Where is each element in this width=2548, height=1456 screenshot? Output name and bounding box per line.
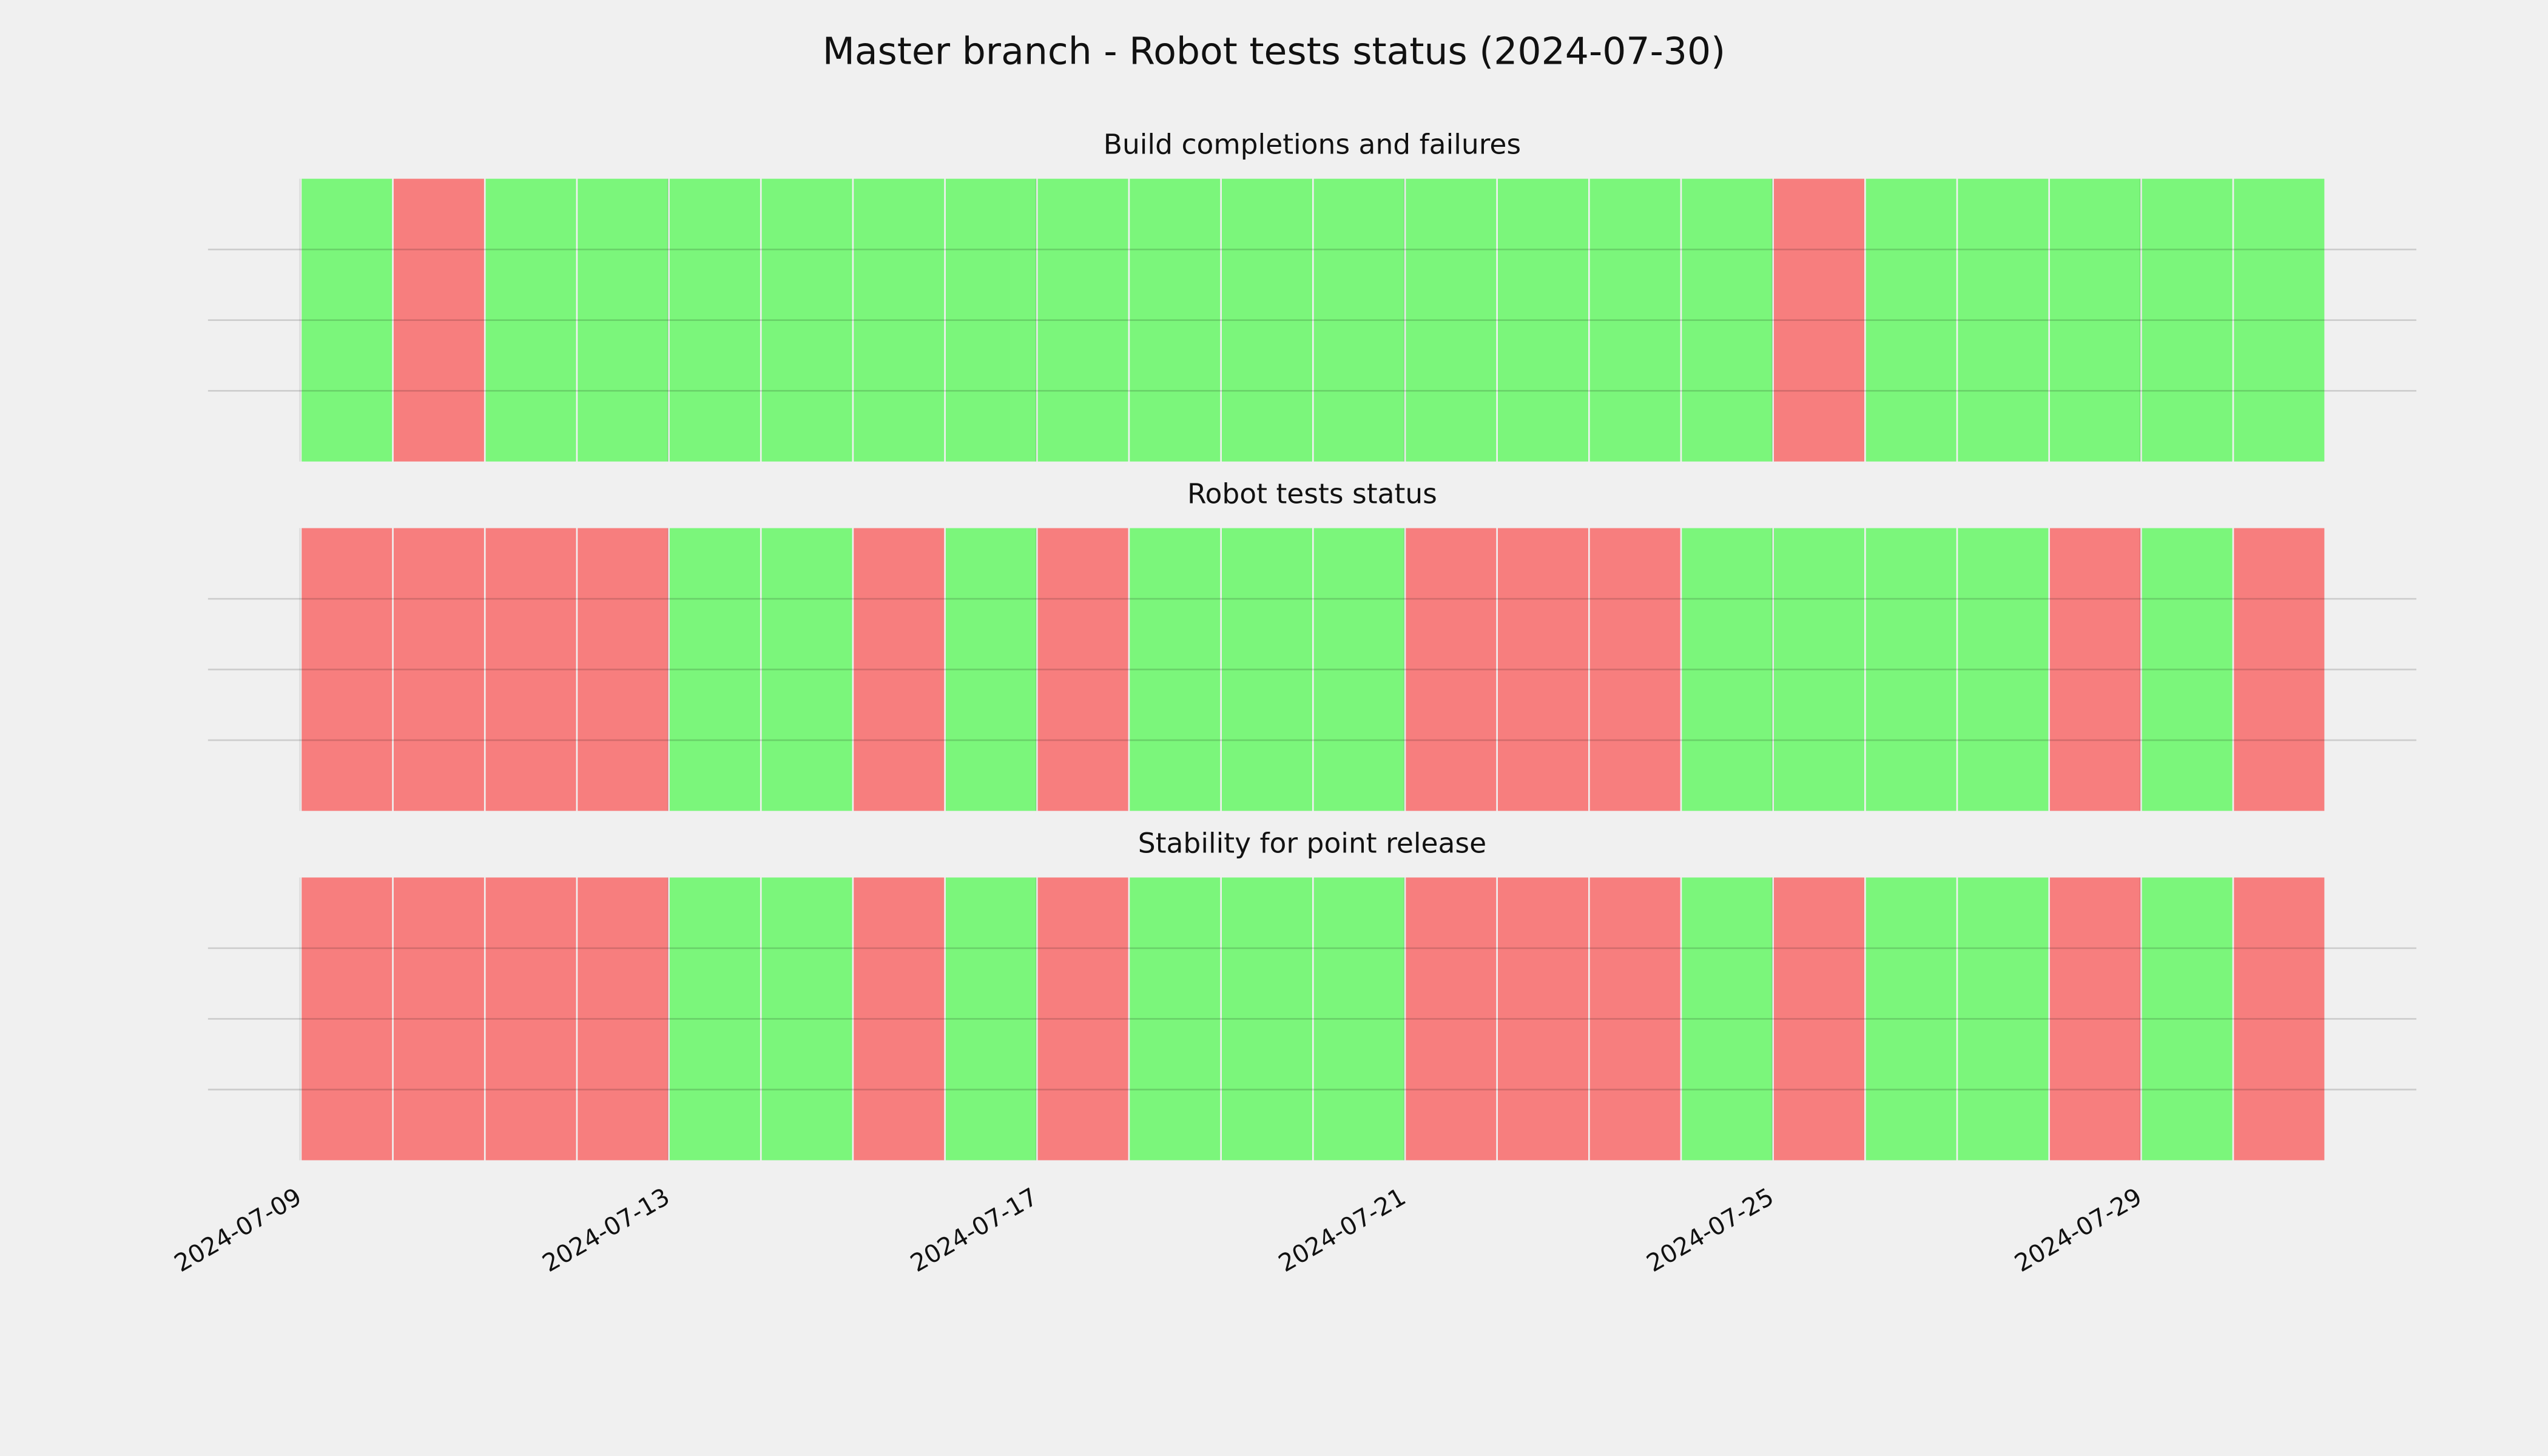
status-bar [302, 877, 393, 1161]
status-bar [1497, 528, 1588, 811]
status-bar [578, 877, 669, 1161]
x-tick-label: 2024-07-29 [2010, 1183, 2146, 1278]
status-bar [1682, 877, 1773, 1161]
status-bar [1773, 877, 1864, 1161]
status-bar [1406, 528, 1497, 811]
status-bar [1682, 178, 1773, 462]
status-bar [854, 877, 945, 1161]
status-bar [1866, 178, 1956, 462]
status-bar [2234, 877, 2325, 1161]
chart-title: Master branch - Robot tests status (2024… [823, 29, 1725, 73]
status-bar [854, 178, 945, 462]
status-bar [761, 178, 852, 462]
status-bar [2050, 877, 2141, 1161]
status-bar [669, 178, 760, 462]
x-tick-label: 2024-07-21 [1274, 1183, 1410, 1278]
status-bar [945, 178, 1036, 462]
status-bar [1589, 877, 1680, 1161]
status-bar [393, 528, 484, 811]
status-bar [1313, 178, 1404, 462]
panel-title: Build completions and failures [1104, 129, 1521, 161]
status-bar [1037, 877, 1128, 1161]
status-bar [1866, 528, 1956, 811]
status-bar [393, 877, 484, 1161]
status-bar [2142, 528, 2233, 811]
status-bar [1037, 178, 1128, 462]
status-bar [302, 528, 393, 811]
status-bar [1221, 528, 1312, 811]
status-bar [854, 528, 945, 811]
status-bar [1589, 528, 1680, 811]
status-bar [1773, 178, 1864, 462]
status-bar [945, 528, 1036, 811]
x-tick-label: 2024-07-25 [1642, 1183, 1779, 1278]
status-bar [761, 877, 852, 1161]
status-bar [2142, 178, 2233, 462]
status-bar [2050, 178, 2141, 462]
status-bar [1313, 528, 1404, 811]
status-bar [1313, 877, 1404, 1161]
status-bar [1682, 528, 1773, 811]
status-bar [1866, 877, 1956, 1161]
status-bar [2142, 877, 2233, 1161]
status-bar [2234, 178, 2325, 462]
status-bar [1497, 877, 1588, 1161]
panel-title: Robot tests status [1187, 477, 1437, 510]
status-bar [1773, 528, 1864, 811]
status-bar [1221, 178, 1312, 462]
status-bar [485, 877, 576, 1161]
status-bar [1037, 528, 1128, 811]
status-bar [1406, 877, 1497, 1161]
status-bar [945, 877, 1036, 1161]
status-bar [1589, 178, 1680, 462]
status-bar [1221, 877, 1312, 1161]
status-bar [485, 528, 576, 811]
status-bar [393, 178, 484, 462]
x-tick-label: 2024-07-13 [538, 1183, 675, 1278]
status-bar [669, 528, 760, 811]
status-bar [1958, 877, 2049, 1161]
x-tick-label: 2024-07-09 [170, 1183, 306, 1278]
status-bar [1958, 528, 2049, 811]
status-bar [1130, 528, 1221, 811]
status-bar [578, 528, 669, 811]
status-bar [302, 178, 393, 462]
status-bar [1406, 178, 1497, 462]
status-bar [1497, 178, 1588, 462]
status-bar [2234, 528, 2325, 811]
x-tick-label: 2024-07-17 [906, 1183, 1042, 1278]
status-bar [1130, 877, 1221, 1161]
status-bar [1958, 178, 2049, 462]
panel-title: Stability for point release [1138, 827, 1486, 859]
status-bar [2050, 528, 2141, 811]
status-bar [485, 178, 576, 462]
status-bar [669, 877, 760, 1161]
status-bar [578, 178, 669, 462]
status-bar [761, 528, 852, 811]
status-bar [1130, 178, 1221, 462]
